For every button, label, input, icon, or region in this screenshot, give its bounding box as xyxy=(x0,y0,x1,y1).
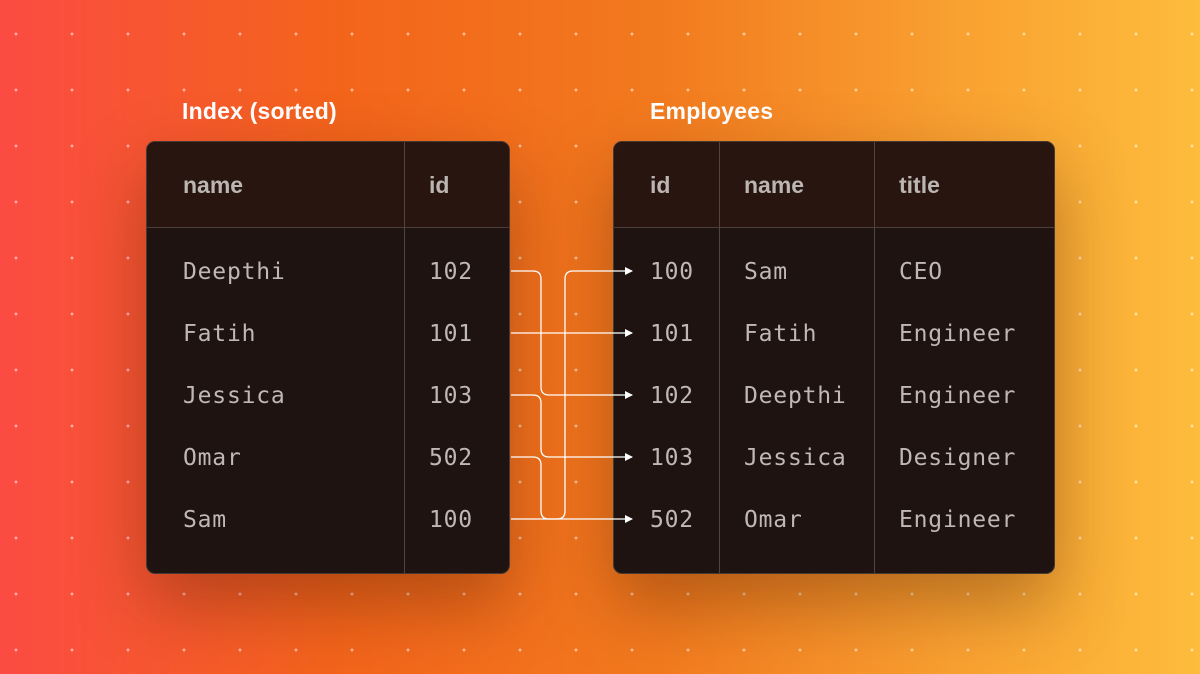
employee-cell-title: Engineer xyxy=(899,383,1017,409)
index-cell-id: 100 xyxy=(429,507,473,533)
index-cell-name: Deepthi xyxy=(183,259,286,285)
index-header-name: name xyxy=(183,172,244,198)
employees-header-name: name xyxy=(744,172,805,198)
employee-cell-id: 502 xyxy=(650,507,694,533)
employee-cell-name: Jessica xyxy=(744,445,847,471)
employee-cell-name: Deepthi xyxy=(744,383,847,409)
employee-cell-name: Omar xyxy=(744,507,803,533)
employee-cell-id: 101 xyxy=(650,321,694,347)
employees-table: id name title 100 Sam CEO 101 Fatih Engi… xyxy=(613,141,1055,574)
index-cell-id: 101 xyxy=(429,321,473,347)
index-cell-id: 102 xyxy=(429,259,473,285)
employee-cell-name: Fatih xyxy=(744,321,818,347)
index-header-id: id xyxy=(429,172,450,198)
employee-cell-id: 102 xyxy=(650,383,694,409)
index-table: name id Deepthi 102 Fatih 101 Jessica 10… xyxy=(146,141,510,574)
employee-cell-title: Engineer xyxy=(899,321,1017,347)
employees-header-title: title xyxy=(899,172,940,198)
employees-table-header xyxy=(614,142,1054,228)
index-cell-name: Sam xyxy=(183,507,227,533)
employees-header-id: id xyxy=(650,172,671,198)
index-table-title: Index (sorted) xyxy=(182,98,337,124)
employee-cell-name: Sam xyxy=(744,259,788,285)
index-cell-name: Omar xyxy=(183,445,242,471)
column-divider xyxy=(874,142,875,573)
index-cell-id: 502 xyxy=(429,445,473,471)
column-divider xyxy=(719,142,720,573)
index-cell-name: Fatih xyxy=(183,321,257,347)
employee-cell-id: 103 xyxy=(650,445,694,471)
employee-cell-id: 100 xyxy=(650,259,694,285)
employee-cell-title: CEO xyxy=(899,259,943,285)
employee-cell-title: Designer xyxy=(899,445,1017,471)
column-divider xyxy=(404,142,405,573)
index-table-header xyxy=(147,142,509,228)
employees-table-title: Employees xyxy=(650,98,774,124)
index-cell-name: Jessica xyxy=(183,383,286,409)
index-cell-id: 103 xyxy=(429,383,473,409)
employee-cell-title: Engineer xyxy=(899,507,1017,533)
